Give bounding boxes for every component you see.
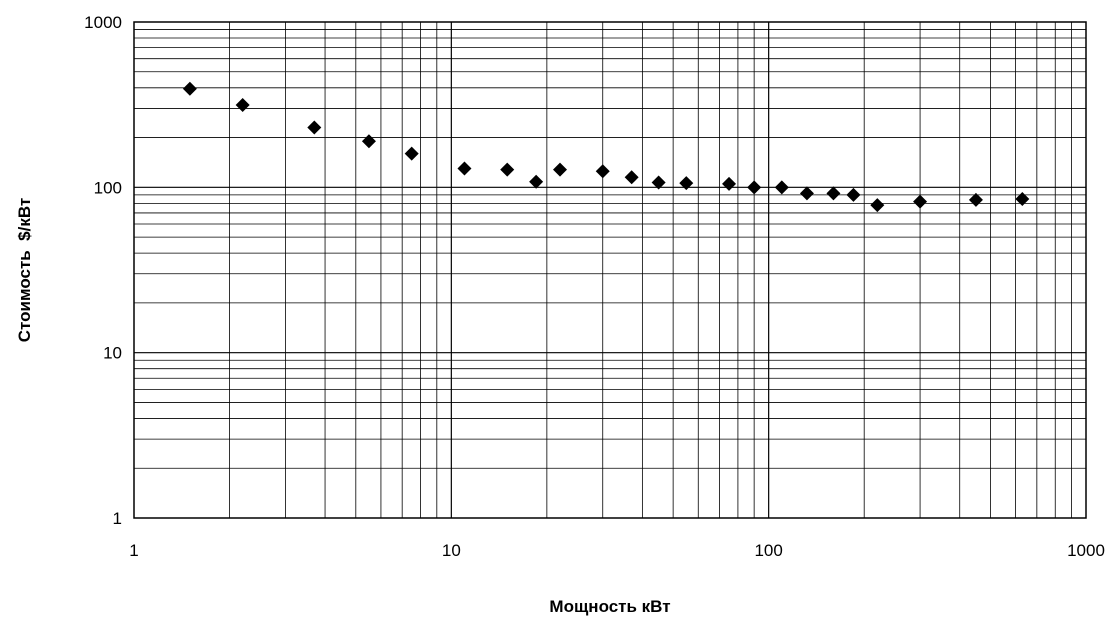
data-points — [182, 81, 1030, 213]
data-point-marker — [913, 194, 928, 209]
data-point-marker — [799, 186, 814, 201]
x-tick-label: 10 — [442, 541, 461, 560]
data-point-marker — [651, 175, 666, 190]
data-point-marker — [722, 176, 737, 191]
data-point-marker — [500, 162, 515, 177]
y-tick-label: 10 — [103, 344, 122, 363]
x-tick-label: 1 — [129, 541, 138, 560]
data-point-marker — [552, 162, 567, 177]
data-point-marker — [457, 161, 472, 176]
data-point-marker — [747, 180, 762, 195]
data-point-marker — [679, 176, 694, 191]
x-tick-labels: 1 10 100 1000 — [129, 541, 1105, 560]
data-point-marker — [846, 187, 861, 202]
x-axis-title: Мощность кВт — [549, 597, 670, 616]
data-point-marker — [529, 174, 544, 189]
y-tick-labels: 1000 100 10 1 — [84, 13, 122, 528]
data-point-marker — [235, 97, 250, 112]
y-tick-label: 1000 — [84, 13, 122, 32]
data-point-marker — [1015, 192, 1030, 207]
data-point-marker — [404, 146, 419, 161]
y-axis-title: Стоимость $/кВт — [15, 198, 34, 342]
x-tick-label: 100 — [754, 541, 782, 560]
data-point-marker — [870, 198, 885, 213]
grid-lines — [134, 22, 1086, 518]
data-point-marker — [595, 164, 610, 179]
y-tick-label: 1 — [113, 509, 122, 528]
plot-area — [133, 21, 1087, 519]
data-point-marker — [624, 170, 639, 185]
data-point-marker — [307, 120, 322, 135]
data-point-marker — [826, 186, 841, 201]
data-point-marker — [361, 134, 376, 149]
data-point-marker — [968, 192, 983, 207]
data-point-marker — [182, 81, 197, 96]
y-tick-label: 100 — [94, 178, 122, 197]
data-point-marker — [774, 180, 789, 195]
x-tick-label: 1000 — [1067, 541, 1105, 560]
